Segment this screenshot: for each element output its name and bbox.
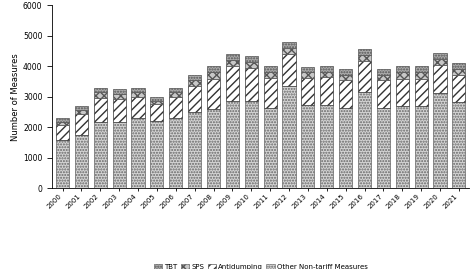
Bar: [245, 101, 258, 188]
Bar: [377, 75, 390, 80]
Bar: [415, 66, 428, 72]
Bar: [150, 97, 164, 101]
Bar: [433, 93, 447, 188]
Bar: [452, 102, 465, 188]
Bar: [56, 140, 69, 188]
Legend: TBT, SPS, Antidumping, Other Non-tariff Measures: TBT, SPS, Antidumping, Other Non-tariff …: [151, 261, 371, 269]
Bar: [339, 69, 352, 75]
Bar: [396, 72, 409, 79]
Bar: [283, 48, 296, 54]
Bar: [283, 42, 296, 48]
Bar: [188, 80, 201, 86]
Bar: [112, 94, 126, 99]
Bar: [56, 118, 69, 122]
Bar: [339, 75, 352, 80]
Bar: [358, 49, 371, 55]
Bar: [415, 72, 428, 79]
Bar: [415, 79, 428, 106]
Bar: [377, 80, 390, 108]
Bar: [396, 66, 409, 72]
Bar: [150, 104, 164, 121]
Bar: [94, 88, 107, 92]
Bar: [226, 101, 239, 188]
Bar: [169, 118, 182, 188]
Bar: [320, 66, 333, 72]
Bar: [264, 72, 277, 78]
Bar: [377, 69, 390, 75]
Bar: [301, 72, 314, 78]
Bar: [433, 59, 447, 65]
Bar: [207, 79, 220, 109]
Bar: [131, 92, 145, 97]
Bar: [150, 101, 164, 104]
Bar: [452, 75, 465, 102]
Bar: [264, 108, 277, 188]
Bar: [169, 97, 182, 118]
Bar: [150, 121, 164, 188]
Bar: [94, 98, 107, 122]
Bar: [320, 72, 333, 77]
Bar: [452, 69, 465, 75]
Bar: [358, 62, 371, 92]
Bar: [301, 105, 314, 188]
Y-axis label: Number of Measures: Number of Measures: [11, 53, 20, 141]
Bar: [112, 99, 126, 122]
Bar: [131, 88, 145, 92]
Bar: [433, 65, 447, 93]
Bar: [415, 106, 428, 188]
Bar: [112, 89, 126, 94]
Bar: [226, 54, 239, 60]
Bar: [131, 97, 145, 118]
Bar: [207, 72, 220, 79]
Bar: [339, 108, 352, 188]
Bar: [56, 125, 69, 140]
Bar: [377, 108, 390, 188]
Bar: [301, 78, 314, 105]
Bar: [207, 66, 220, 72]
Bar: [283, 54, 296, 86]
Bar: [226, 60, 239, 66]
Bar: [339, 80, 352, 108]
Bar: [169, 88, 182, 92]
Bar: [245, 56, 258, 62]
Bar: [452, 63, 465, 69]
Bar: [245, 62, 258, 68]
Bar: [207, 109, 220, 188]
Bar: [188, 76, 201, 80]
Bar: [320, 105, 333, 188]
Bar: [264, 78, 277, 108]
Bar: [358, 92, 371, 188]
Bar: [358, 55, 371, 62]
Bar: [396, 106, 409, 188]
Bar: [301, 67, 314, 72]
Bar: [131, 118, 145, 188]
Bar: [188, 86, 201, 112]
Bar: [94, 92, 107, 98]
Bar: [75, 110, 88, 114]
Bar: [75, 135, 88, 188]
Bar: [396, 79, 409, 106]
Bar: [56, 122, 69, 125]
Bar: [94, 122, 107, 188]
Bar: [283, 86, 296, 188]
Bar: [112, 122, 126, 188]
Bar: [245, 68, 258, 101]
Bar: [226, 66, 239, 101]
Bar: [169, 92, 182, 97]
Bar: [188, 112, 201, 188]
Bar: [320, 77, 333, 105]
Bar: [433, 53, 447, 59]
Bar: [264, 66, 277, 72]
Bar: [75, 114, 88, 135]
Bar: [75, 106, 88, 110]
